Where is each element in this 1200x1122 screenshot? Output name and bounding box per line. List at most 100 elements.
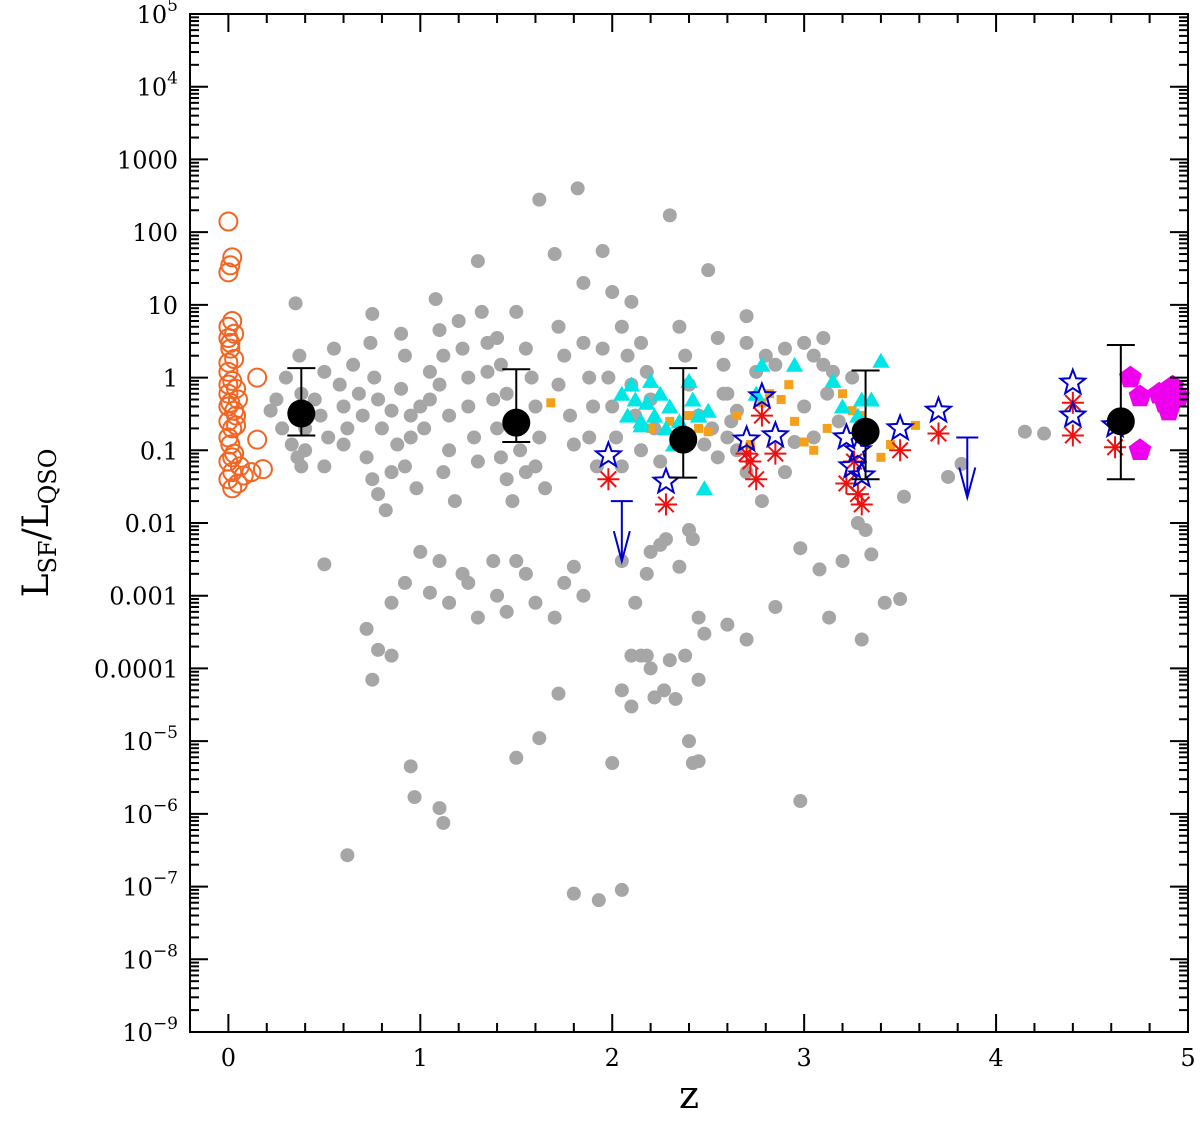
data-point-triangle (622, 376, 641, 392)
data-point-gray (451, 313, 466, 328)
data-point-triangle (689, 407, 708, 423)
data-point-square (665, 416, 675, 426)
data-point-gray (643, 661, 658, 676)
data-point-gray (710, 450, 725, 465)
upper-limit-arrow (956, 436, 979, 502)
y-tick-label: 10−7 (122, 869, 178, 902)
data-point-open-circle (252, 459, 273, 480)
data-point-star (650, 465, 681, 495)
data-point-gray (432, 377, 447, 392)
data-point-gray (739, 465, 754, 480)
data-point-square (876, 452, 886, 462)
data-point-gray (701, 263, 716, 278)
data-point-gray (374, 421, 389, 436)
data-point-gray (284, 437, 299, 452)
data-point-square (847, 406, 857, 416)
data-point-gray (275, 421, 290, 436)
data-point-gray (563, 408, 578, 423)
data-point-gray (397, 459, 412, 474)
data-point-gray (317, 557, 332, 572)
data-point-gray (595, 244, 610, 259)
data-point-open-circle (247, 429, 268, 450)
x-tick-label: 3 (797, 1044, 812, 1072)
data-point-gray (586, 399, 601, 414)
data-point-gray (394, 326, 409, 341)
data-point-star (746, 380, 777, 410)
data-point-gray (294, 459, 309, 474)
data-point-square (732, 411, 742, 421)
data-point-gray (691, 754, 706, 769)
data-point-gray (417, 421, 432, 436)
data-point-star (1057, 366, 1088, 396)
data-point-gray (806, 430, 821, 445)
data-point-open-circle (226, 378, 247, 399)
data-point-gray (292, 348, 307, 363)
data-point-gray (359, 450, 374, 465)
limit-head (612, 530, 631, 565)
data-point-gray (436, 465, 451, 480)
data-point-triangle (747, 385, 765, 401)
data-point-gray (509, 304, 524, 319)
data-point-open-circle (241, 462, 262, 483)
data-point-asterisk (850, 493, 873, 516)
data-point-square (684, 411, 694, 421)
data-point-gray (499, 386, 514, 401)
data-point-gray (363, 335, 378, 350)
data-point-open-circle (218, 396, 239, 417)
data-point-gray (470, 454, 485, 469)
data-point-gray (346, 357, 361, 372)
y-tick-label: 0.001 (109, 583, 178, 611)
asterisk-stroke (1064, 426, 1082, 444)
data-point-gray (432, 323, 447, 338)
data-point-gray (505, 494, 520, 509)
data-point-gray (486, 392, 501, 407)
data-point-gray (528, 459, 543, 474)
data-point-gray (413, 399, 428, 414)
data-point-gray (685, 532, 700, 547)
data-point-gray (845, 370, 860, 385)
data-point-square (776, 394, 786, 404)
data-point-triangle (618, 407, 637, 423)
data-point-star (842, 434, 873, 464)
data-point-gray (589, 459, 604, 474)
data-point-gray (576, 588, 591, 603)
data-point-gray (720, 617, 735, 632)
data-point-gray (317, 459, 332, 474)
data-point-gray (620, 348, 635, 363)
data-point-gray (470, 610, 485, 625)
plot-frame (189, 13, 1189, 1033)
data-point-gray (422, 364, 437, 379)
data-point-gray (858, 523, 873, 538)
data-point-gray (509, 750, 524, 765)
data-point-gray (371, 392, 386, 407)
data-point-gray (634, 443, 649, 458)
data-point-gray (407, 790, 422, 805)
data-point-gray (532, 192, 547, 207)
asterisk-stroke (599, 470, 617, 488)
data-point-pentagon (1119, 365, 1142, 388)
data-point-gray (768, 599, 783, 614)
data-point-gray (493, 450, 508, 465)
data-point-triangle (613, 385, 631, 401)
data-point-gray (609, 430, 624, 445)
data-point-star (1057, 399, 1088, 429)
data-point-gray (628, 595, 643, 610)
data-point-triangle (657, 420, 675, 436)
y-axis-title: LSF/LQSO (16, 449, 62, 598)
data-point-gray (653, 454, 668, 469)
data-point-gray (371, 487, 386, 502)
data-point-gray (576, 275, 591, 290)
data-point-gray (384, 648, 399, 663)
asterisk-stroke (747, 470, 765, 488)
data-point-gray (816, 331, 831, 346)
data-point-gray (365, 306, 380, 321)
data-point-gray (524, 370, 539, 385)
data-point-gray (278, 370, 293, 385)
data-point-gray (691, 672, 706, 687)
data-point-square (646, 423, 656, 433)
data-point-triangle (684, 391, 702, 407)
asterisk-stroke (837, 474, 855, 492)
data-point-open-circle (220, 338, 241, 359)
data-point-open-circle (222, 478, 243, 499)
